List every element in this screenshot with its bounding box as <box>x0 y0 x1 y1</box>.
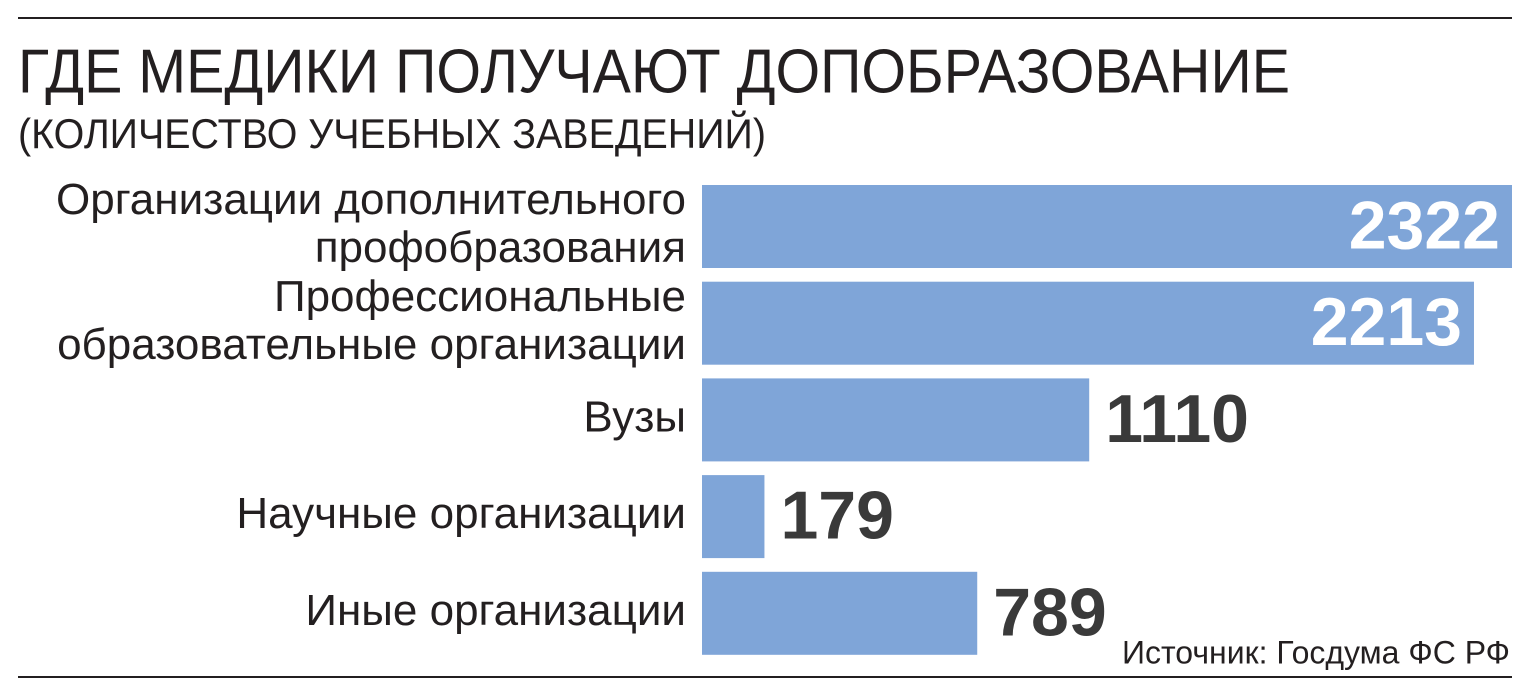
category-label: Иные организации <box>305 586 686 635</box>
category-label: Научные организации <box>236 489 686 538</box>
bar <box>702 378 1090 462</box>
value-label: 2322 <box>1349 187 1500 263</box>
bar <box>702 185 1512 268</box>
value-label: 1110 <box>1105 381 1249 457</box>
category-label: Профессиональные <box>274 272 686 321</box>
category-label: образовательные организации <box>57 320 686 369</box>
bar <box>702 475 765 559</box>
chart-title: ГДЕ МЕДИКИ ПОЛУЧАЮТ ДОПОБРАЗОВАНИЕ <box>18 37 1290 106</box>
chart-subtitle: (КОЛИЧЕСТВО УЧЕБНЫХ ЗАВЕДЕНИЙ) <box>18 109 766 157</box>
category-label: Вузы <box>583 393 686 442</box>
value-label: 2213 <box>1311 284 1462 360</box>
category-label: профобразования <box>315 223 686 272</box>
value-label: 179 <box>780 478 893 554</box>
value-label: 789 <box>993 574 1106 650</box>
source: Источник: Госдума ФС РФ <box>1122 634 1510 670</box>
category-label: Организации дополнительного <box>56 175 686 224</box>
bar <box>702 281 1474 365</box>
bar <box>702 571 978 655</box>
